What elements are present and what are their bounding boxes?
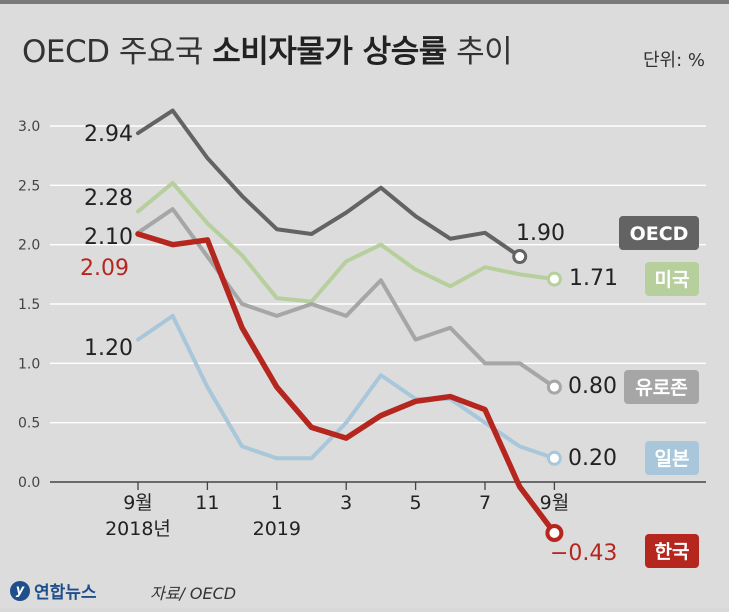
end-value-label-OECD: 1.90 xyxy=(516,221,565,246)
series-name-label-일본: 일본 xyxy=(655,448,690,470)
y-tick-label: 0.0 xyxy=(18,475,40,491)
logo-icon: y xyxy=(10,580,30,601)
end-value-label-유로존: 0.80 xyxy=(568,374,617,399)
start-value-label-일본: 1.20 xyxy=(84,336,133,361)
start-value-label-OECD: 2.94 xyxy=(84,122,133,147)
unit-label: 단위: % xyxy=(642,50,705,71)
x-tick-label: 9월 xyxy=(540,492,570,514)
series-line-미국 xyxy=(136,180,557,304)
series-end-marker-일본 xyxy=(546,450,562,466)
series-badge-유로존 xyxy=(624,370,699,404)
series-line-한국 xyxy=(135,231,558,536)
series-badge-미국 xyxy=(645,262,699,296)
logo-text: 연합뉴스 xyxy=(34,583,97,603)
x-tick-sublabel: 2018년 xyxy=(105,518,171,540)
end-value-label-한국: −0.43 xyxy=(550,541,617,566)
chart-title: OECD 주요국 소비자물가 상승률 추이 xyxy=(22,26,513,71)
start-value-label-한국: 2.09 xyxy=(80,256,129,281)
x-tick-label: 5 xyxy=(410,492,422,514)
series-end-marker-미국 xyxy=(546,271,562,287)
series-badge-OECD xyxy=(619,216,699,250)
series-badge-일본 xyxy=(645,441,699,475)
series-badge-한국 xyxy=(645,534,699,568)
series-line-일본 xyxy=(136,313,557,461)
y-tick-label: 3.0 xyxy=(18,119,40,135)
title-tail: 추이 xyxy=(456,34,513,70)
series-line-OECD xyxy=(136,108,522,259)
end-value-label-미국: 1.71 xyxy=(569,266,618,291)
series-name-label-유로존: 유로존 xyxy=(635,377,687,399)
y-tick-label: 0.5 xyxy=(18,416,40,432)
series-end-marker-OECD xyxy=(512,249,528,265)
y-tick-label: 1.0 xyxy=(18,356,40,372)
x-tick-label: 1 xyxy=(271,492,283,514)
x-tick-sublabel: 2019 xyxy=(253,518,301,540)
y-tick-label: 2.5 xyxy=(18,178,40,194)
source-note: 자료/ OECD xyxy=(150,584,237,603)
title-bold: 소비자물가 상승률 xyxy=(212,34,447,70)
y-tick-label: 2.0 xyxy=(18,238,40,254)
series-end-marker-한국 xyxy=(545,524,564,543)
start-value-label-유로존: 2.10 xyxy=(84,225,133,250)
series-line-유로존 xyxy=(136,207,557,390)
publisher-logo: y 연합뉴스 xyxy=(10,578,97,603)
series-name-label-한국: 한국 xyxy=(655,541,690,563)
x-tick-label: 7 xyxy=(479,492,491,514)
start-value-label-미국: 2.28 xyxy=(84,186,133,211)
x-tick-label: 11 xyxy=(195,492,219,514)
title-light: OECD 주요국 xyxy=(22,34,203,70)
x-tick-label: 9월 xyxy=(123,492,153,514)
series-name-label-OECD: OECD xyxy=(630,223,689,245)
x-tick-label: 3 xyxy=(340,492,352,514)
series-end-marker-유로존 xyxy=(546,379,562,395)
y-tick-label: 1.5 xyxy=(18,297,40,313)
series-name-label-미국: 미국 xyxy=(655,269,690,291)
end-value-label-일본: 0.20 xyxy=(568,446,617,471)
